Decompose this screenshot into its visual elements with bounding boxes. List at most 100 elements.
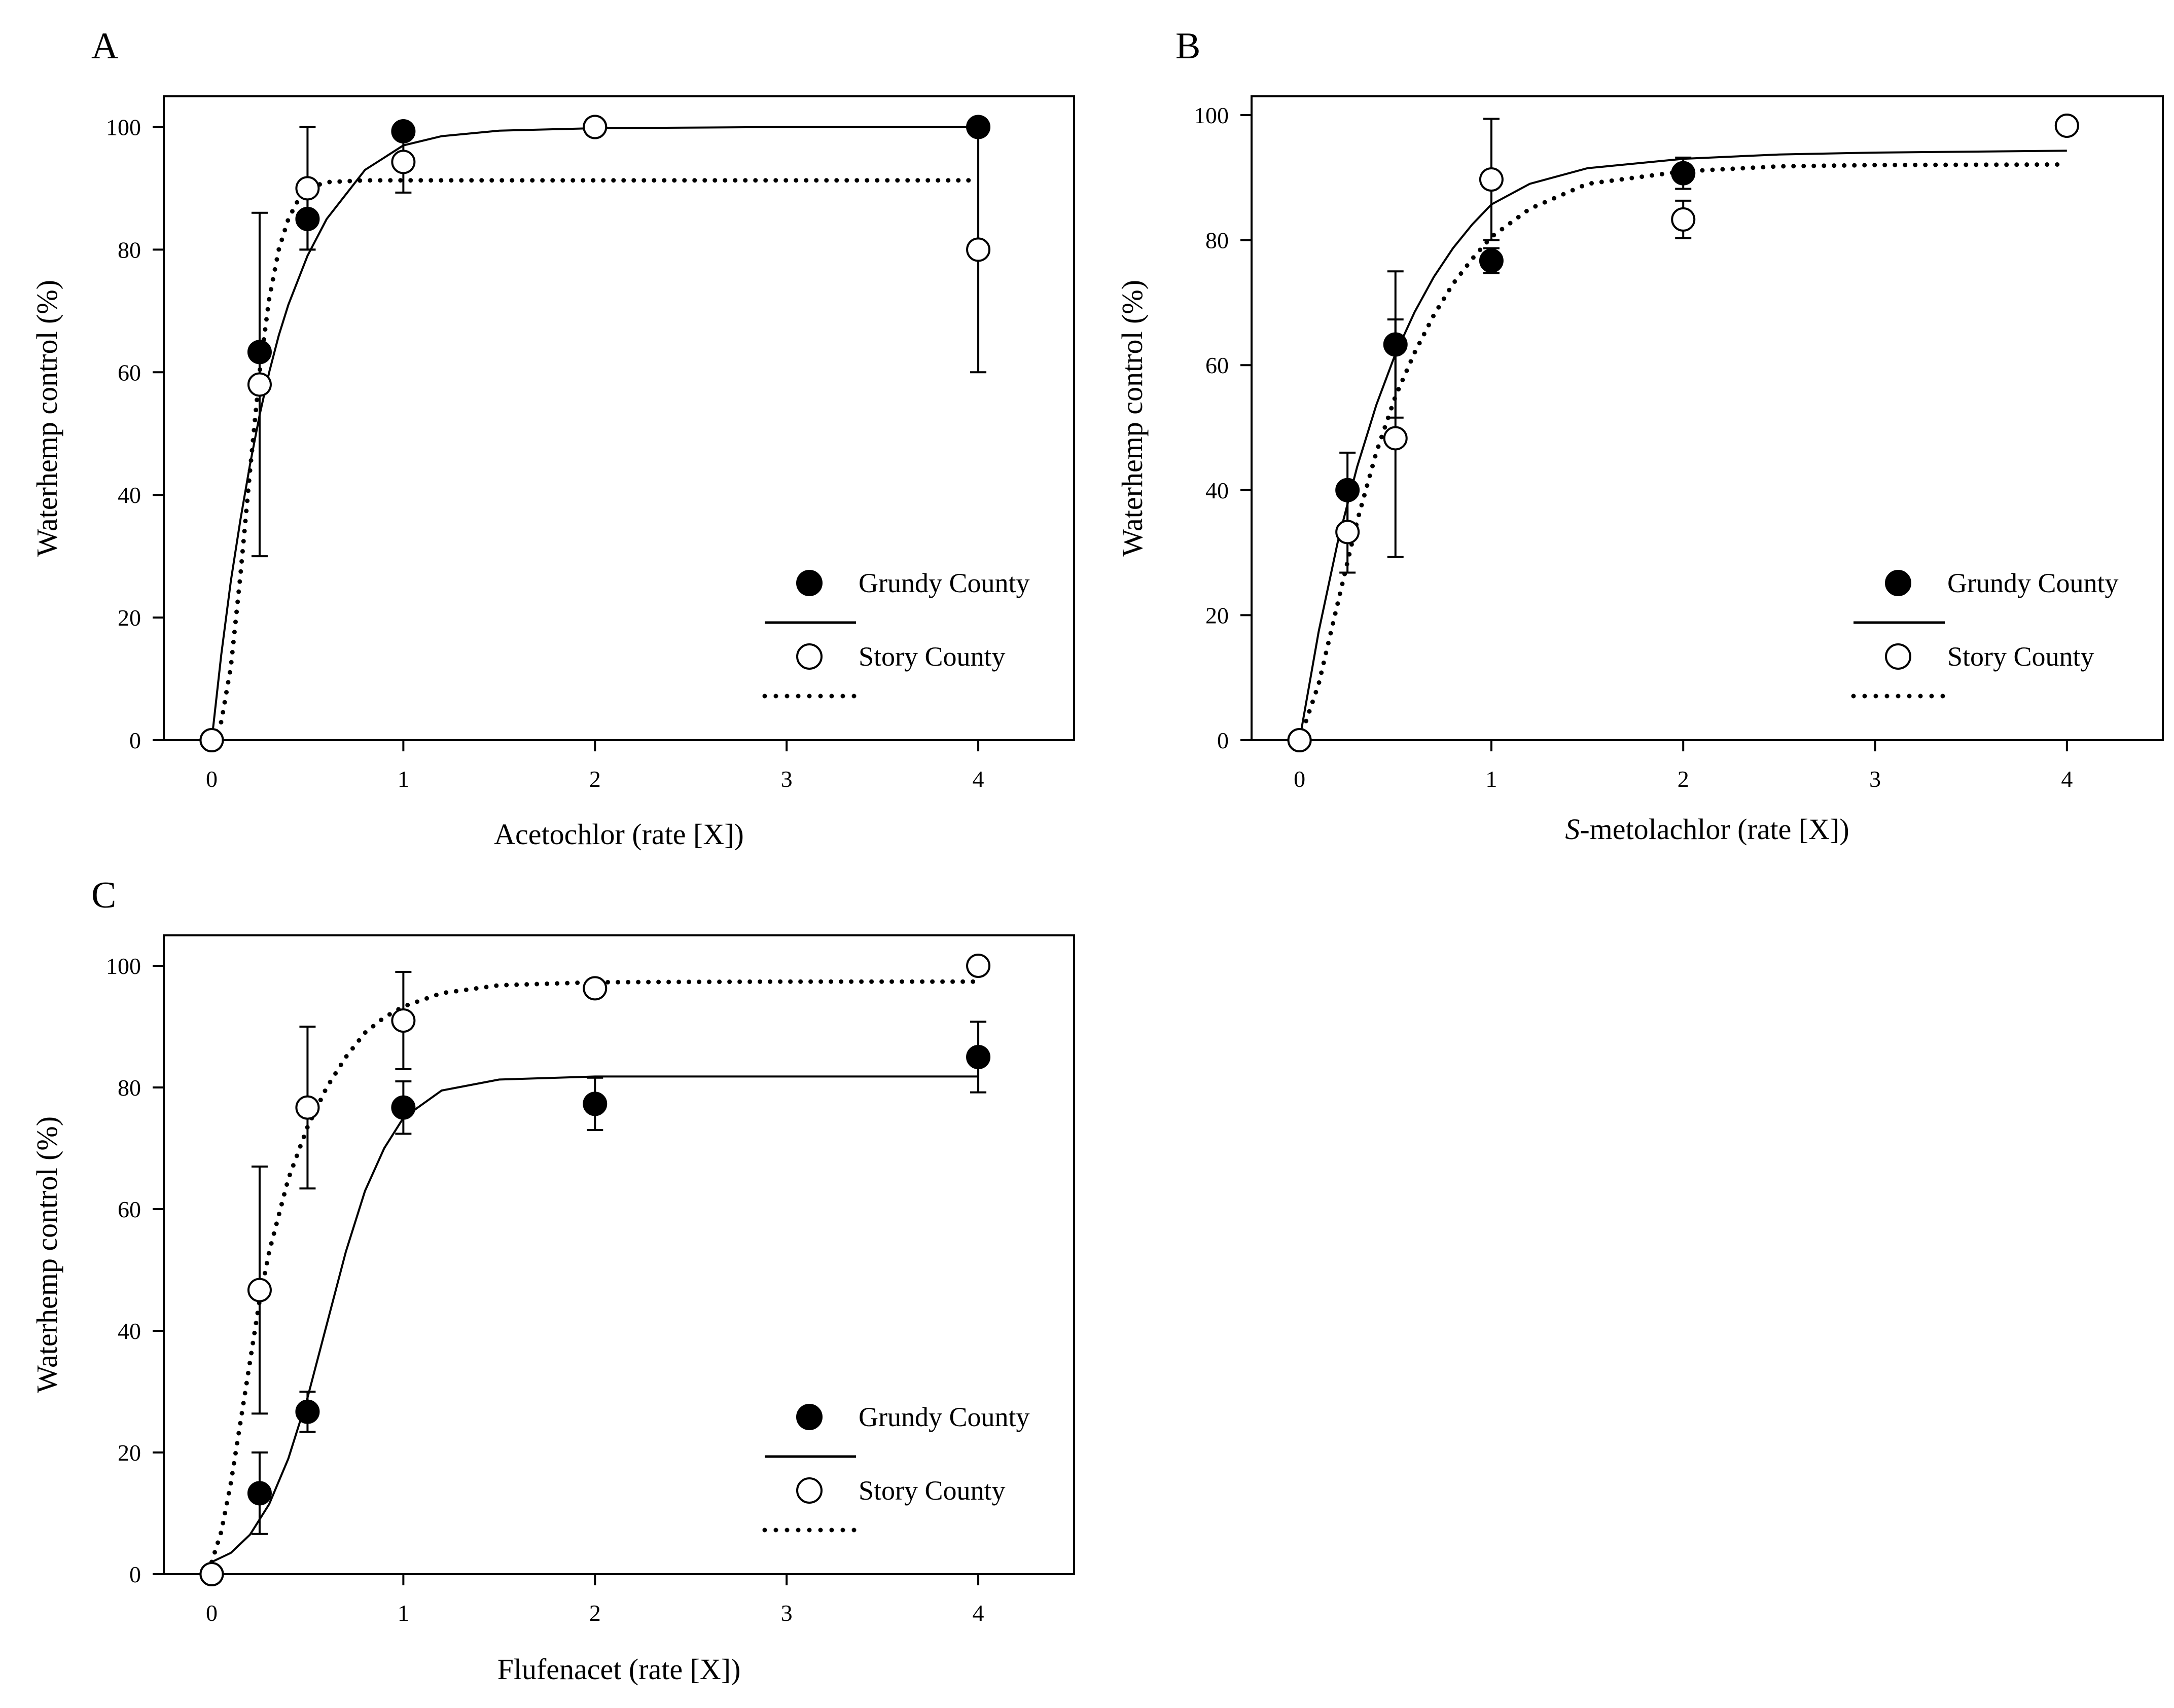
x-tick-label: 0	[1294, 766, 1305, 792]
legend: Grundy County Story County	[762, 568, 1030, 699]
y-axis-title: Waterhemp control (%)	[1116, 280, 1149, 557]
y-axis-title: Waterhemp control (%)	[30, 280, 63, 557]
x-tick-label: 1	[398, 766, 409, 792]
x-tick-label: 2	[589, 766, 601, 792]
data-point-grundy-county	[391, 1095, 416, 1120]
x-tick-label: 4	[2061, 766, 2073, 792]
data-point-story-county	[1287, 728, 1312, 752]
legend-marker	[796, 643, 823, 670]
fit-curve-grundy-county	[210, 126, 979, 741]
y-axis-title: Waterhemp control (%)	[30, 1116, 63, 1393]
data-point-story-county	[1383, 426, 1408, 451]
y-tick-label: 0	[1217, 728, 1229, 753]
y-tick-label: 0	[129, 1561, 141, 1587]
x-tick-label: 2	[589, 1600, 601, 1626]
legend-marker	[1885, 570, 1911, 596]
data-point-grundy-county	[247, 340, 272, 365]
data-point-story-county	[391, 1008, 416, 1033]
legend-marker	[1885, 643, 1911, 670]
data-point-story-county	[1479, 167, 1504, 192]
data-point-story-county	[391, 150, 416, 174]
x-tick-label: 0	[206, 766, 218, 792]
y-tick-label: 80	[118, 237, 141, 263]
data-point-story-county	[966, 954, 991, 978]
panel-letter: B	[1175, 25, 1200, 67]
panel-letter: A	[91, 25, 118, 67]
y-tick-label: 20	[1205, 602, 1229, 628]
data-point-grundy-county	[1383, 332, 1408, 357]
legend-marker	[796, 1404, 823, 1430]
data-point-grundy-county	[966, 115, 991, 139]
data-point-grundy-county	[391, 119, 416, 143]
plot-frame	[163, 934, 1075, 1575]
data-point-grundy-county	[583, 1092, 608, 1116]
x-tick-label: 3	[781, 766, 793, 792]
legend-label: Grundy County	[859, 568, 1030, 598]
data-point-story-county	[2054, 113, 2079, 138]
y-tick-label: 80	[1205, 228, 1229, 253]
x-axis-title-rest: -metolachlor (rate [X])	[1580, 813, 1849, 846]
data-point-story-county	[966, 237, 991, 262]
data-point-story-county	[1671, 207, 1696, 232]
data-point-grundy-county	[295, 1399, 320, 1424]
x-tick-label: 4	[973, 766, 984, 792]
y-tick-label: 60	[1205, 352, 1229, 378]
x-tick-label: 3	[1869, 766, 1881, 792]
legend-label: Story County	[859, 1475, 1006, 1506]
fit-curve-story-county	[209, 178, 981, 743]
legend-label: Story County	[859, 641, 1006, 672]
data-point-story-county	[583, 115, 608, 139]
y-tick-label: 40	[118, 482, 141, 508]
data-point-story-county	[295, 1095, 320, 1120]
panel-c: C 0 20 40 60 80 100 0 1 2 3 4 Flufenacet (rate [X]) W…	[30, 875, 1075, 1686]
legend-label: Grundy County	[859, 1402, 1030, 1432]
x-tick-label: 3	[781, 1600, 793, 1626]
panel-letter: C	[91, 875, 116, 916]
legend-label: Grundy County	[1947, 568, 2119, 598]
y-tick-label: 100	[1194, 102, 1229, 128]
x-axis-title: S-metolachlor (rate [X])	[1565, 813, 1849, 846]
x-tick-label: 4	[973, 1600, 984, 1626]
data-point-story-county	[247, 372, 272, 397]
data-point-story-county	[1335, 520, 1360, 544]
legend-marker	[796, 570, 823, 596]
data-point-story-county	[583, 976, 608, 1001]
data-point-story-county	[295, 176, 320, 201]
fit-curve-story-county	[209, 979, 981, 1565]
plot-frame	[163, 95, 1075, 741]
data-point-grundy-county	[295, 206, 320, 231]
legend: Grundy County Story County	[1851, 568, 2119, 699]
x-tick-label: 0	[206, 1600, 218, 1626]
legend-label: Story County	[1947, 641, 2094, 672]
y-tick-label: 20	[118, 605, 141, 631]
x-axis-title-italic: S	[1565, 813, 1580, 846]
y-tick-label: 20	[118, 1440, 141, 1466]
x-tick-label: 2	[1678, 766, 1689, 792]
x-axis-title: Acetochlor (rate [X])	[494, 818, 744, 851]
x-tick-label: 1	[398, 1600, 409, 1626]
data-point-story-county	[199, 1562, 224, 1586]
legend-marker	[796, 1477, 823, 1504]
x-axis-title: Flufenacet (rate [X])	[497, 1653, 741, 1686]
y-tick-label: 80	[118, 1075, 141, 1101]
data-point-grundy-county	[1479, 248, 1504, 273]
x-tick-label: 1	[1485, 766, 1497, 792]
panel-a: A 0 20 40 60 80 100 0 1 2 3 4 Acetochlor (rate [X]) W…	[30, 25, 1075, 851]
y-tick-label: 0	[129, 728, 141, 753]
data-point-story-county	[247, 1278, 272, 1302]
plot-frame	[1251, 95, 2164, 741]
data-point-grundy-county	[1335, 478, 1360, 502]
data-point-grundy-county	[1671, 161, 1696, 186]
y-tick-label: 40	[1205, 478, 1229, 503]
data-point-story-county	[199, 728, 224, 752]
panel-b: B 0 20 40 60 80 100 0 1 2 3 4 S-metolachlor (rate [X…	[1116, 25, 2164, 846]
y-tick-label: 100	[106, 114, 141, 140]
y-tick-label: 100	[106, 953, 141, 979]
y-tick-label: 60	[118, 1196, 141, 1222]
y-tick-label: 60	[118, 359, 141, 385]
data-point-grundy-county	[247, 1481, 272, 1506]
legend: Grundy County Story County	[762, 1402, 1030, 1533]
data-point-grundy-county	[966, 1045, 991, 1069]
